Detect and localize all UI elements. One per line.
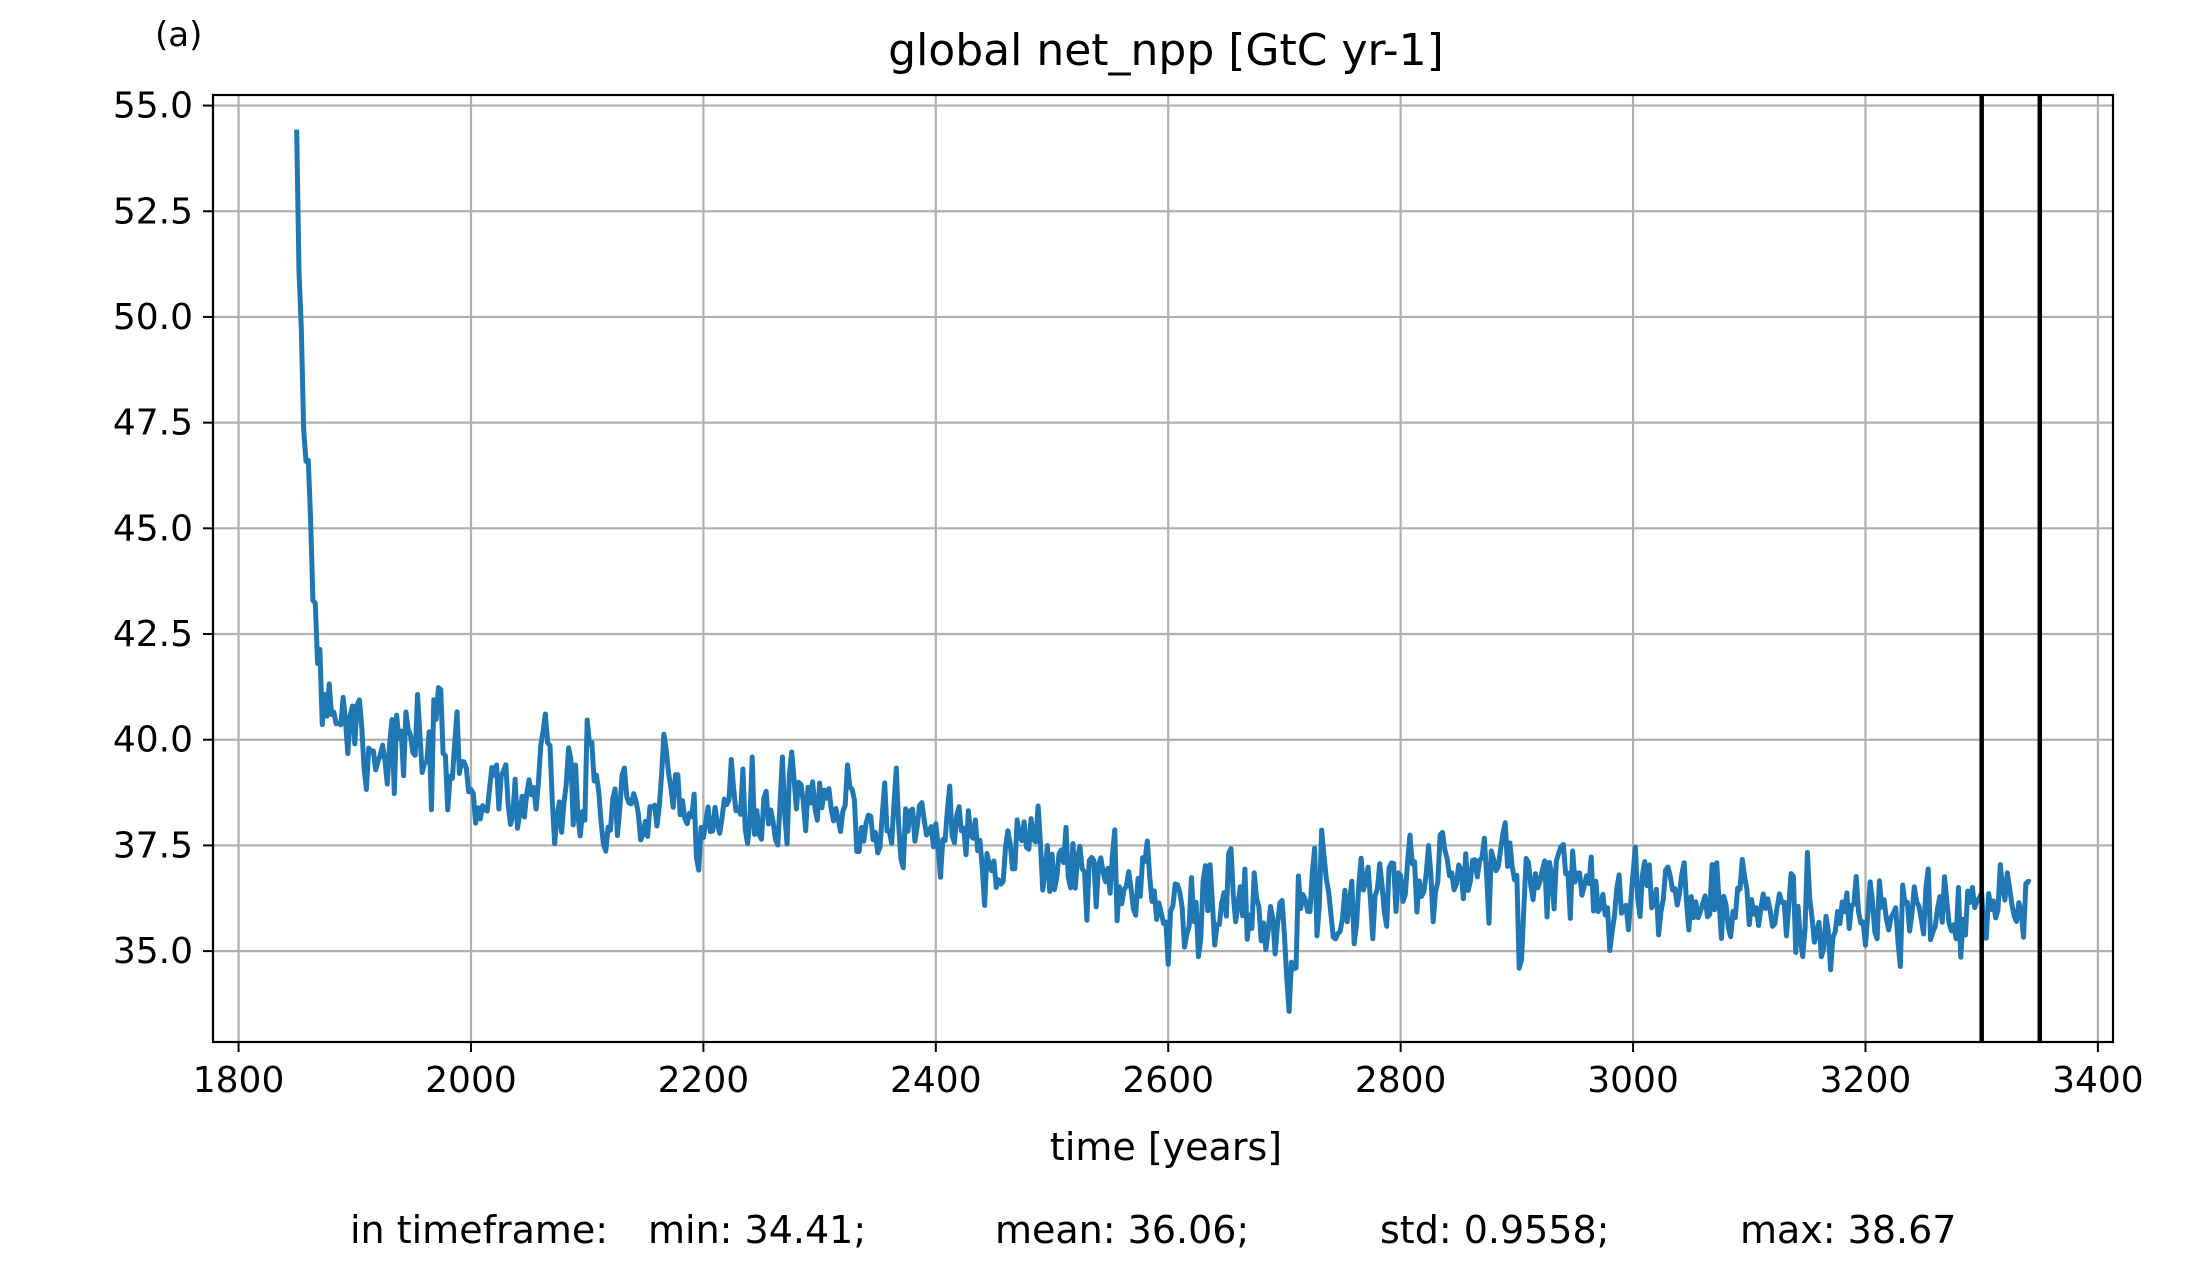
x-tick-label: 2400 (890, 1060, 982, 1101)
y-tick-label: 50.0 (113, 297, 193, 338)
y-tick-label: 55.0 (113, 86, 193, 127)
x-tick-label: 3200 (1820, 1060, 1912, 1101)
plot-area (294, 95, 2043, 1042)
series-line (294, 129, 2032, 1014)
y-tick-label: 42.5 (113, 614, 193, 655)
stats-mean: mean: 36.06; (995, 1208, 1249, 1252)
y-axis: 35.0 37.5 40.0 42.5 45.0 47.5 50.0 52.5 55.0 (113, 86, 213, 972)
axes-frame (211, 93, 2115, 1044)
stats-max: max: 38.67 (1740, 1208, 1956, 1252)
x-tick-label: 1800 (193, 1060, 285, 1101)
y-tick-label: 47.5 (113, 403, 193, 444)
stats-line: in timeframe: min: 34.41; mean: 36.06; s… (350, 1208, 1956, 1252)
chart-title: global net_npp [GtC yr-1] (888, 25, 1444, 76)
stats-prefix: in timeframe: (350, 1208, 608, 1252)
x-tick-label: 2800 (1355, 1060, 1447, 1101)
x-tick-label: 3000 (1587, 1060, 1679, 1101)
panel-label: (a) (155, 15, 202, 55)
y-tick-label: 52.5 (113, 191, 193, 232)
vertical-markers (1979, 95, 2043, 1042)
y-tick-label: 37.5 (113, 825, 193, 866)
x-tick-label: 2000 (425, 1060, 517, 1101)
x-tick-label: 3400 (2052, 1060, 2144, 1101)
y-tick-label: 40.0 (113, 720, 193, 761)
x-axis: 1800 2000 2200 2400 2600 2800 3000 3200 3400 (193, 1042, 2144, 1101)
grid (213, 95, 2113, 1042)
stats-min: min: 34.41; (648, 1208, 866, 1252)
x-tick-label: 2200 (658, 1060, 750, 1101)
y-tick-label: 45.0 (113, 508, 193, 549)
y-tick-label: 35.0 (113, 931, 193, 972)
stats-std: std: 0.9558; (1380, 1208, 1609, 1252)
x-tick-label: 2600 (1122, 1060, 1214, 1101)
x-axis-label: time [years] (1050, 1125, 1282, 1169)
